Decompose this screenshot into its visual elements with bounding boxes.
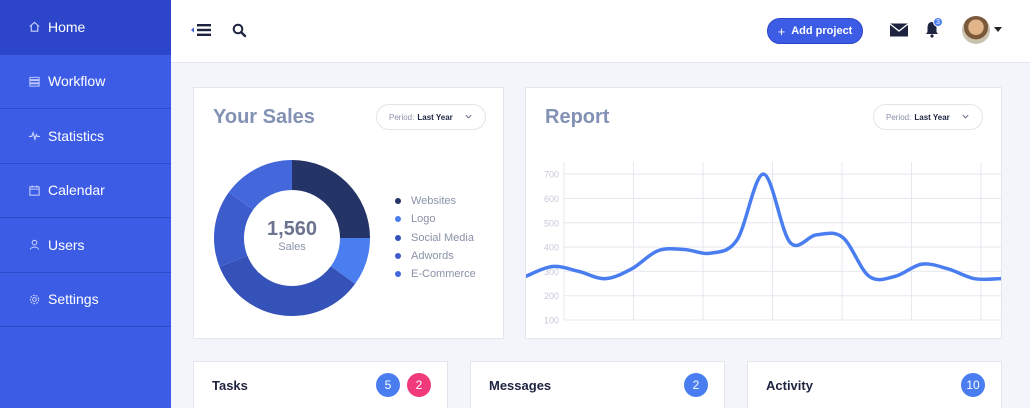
legend-dot — [395, 253, 401, 260]
tasks-count-badge: 5 — [376, 373, 400, 397]
chevron-down-icon — [962, 114, 969, 119]
y-tick-label: 100 — [544, 316, 559, 326]
plus-icon: + — [777, 23, 786, 39]
activity-card[interactable]: Activity 10 — [747, 361, 1002, 408]
messages-card[interactable]: Messages 2 — [470, 361, 725, 408]
sales-donut: 1,560 Sales — [214, 160, 370, 316]
donut-slice-logo — [330, 238, 370, 284]
tasks-title: Tasks — [212, 378, 248, 393]
sidebar-item-label: Home — [48, 18, 86, 35]
sidebar-item-settings[interactable]: Settings — [0, 273, 171, 327]
report-line-chart: 100 200 300 400 500 600 700 — [526, 162, 1001, 326]
sidebar-item-calendar[interactable]: Calendar — [0, 164, 171, 218]
y-tick-label: 200 — [544, 291, 559, 301]
donut-slice-websites — [292, 160, 370, 238]
sidebar-item-label: Settings — [48, 291, 99, 308]
sidebar-item-label: Workflow — [48, 73, 106, 90]
period-label: Period: — [886, 112, 912, 122]
home-icon — [27, 20, 41, 34]
sidebar-item-workflow[interactable]: Workflow — [0, 55, 171, 109]
activity-title: Activity — [766, 378, 813, 393]
sales-total-value: 1,560 — [266, 218, 318, 240]
sidebar-item-home[interactable]: Home — [0, 0, 171, 55]
y-tick-label: 700 — [544, 170, 559, 180]
y-tick-label: 400 — [544, 243, 559, 253]
avatar[interactable] — [962, 16, 990, 44]
sales-legend: Websites Logo Social Media Adwords E-Commerc… — [395, 192, 476, 283]
sidebar-item-label: Statistics — [48, 127, 105, 144]
legend-item: E-Commerce — [395, 265, 476, 283]
legend-label: E-Commerce — [411, 268, 476, 281]
calendar-icon — [27, 183, 41, 197]
legend-label: Adwords — [411, 250, 454, 263]
donut-slice-adwords — [214, 192, 254, 267]
sales-total-label: Sales — [278, 241, 306, 253]
activity-count-badge: 10 — [961, 373, 985, 397]
y-tick-label: 300 — [544, 267, 559, 277]
add-project-label: Add project — [791, 25, 853, 37]
legend-dot — [395, 234, 401, 241]
add-project-button[interactable]: + Add project — [767, 18, 863, 44]
search-icon[interactable] — [231, 22, 249, 40]
donut-slice-social-media — [219, 255, 356, 316]
tasks-card[interactable]: Tasks 5 2 — [193, 361, 448, 408]
legend-dot — [395, 271, 401, 278]
legend-item: Logo — [395, 210, 476, 228]
sidebar-item-statistics[interactable]: Statistics — [0, 109, 171, 164]
period-value: Last Year — [417, 112, 453, 122]
series-line — [526, 172, 1001, 282]
tasks-alert-badge: 2 — [407, 373, 431, 397]
report-title: Report — [545, 106, 610, 128]
sidebar: Home Workflow Statistics Calendar Users … — [0, 0, 171, 408]
legend-item: Adwords — [395, 247, 476, 265]
topbar: + Add project 3 — [171, 0, 1030, 63]
report-period-select[interactable]: Period: Last Year — [873, 104, 983, 130]
chevron-down-icon[interactable] — [994, 27, 1002, 32]
gear-icon — [27, 292, 41, 306]
legend-label: Logo — [411, 213, 436, 226]
mail-icon[interactable] — [889, 22, 909, 38]
donut-slice-e-commerce — [228, 160, 292, 210]
legend-label: Social Media — [411, 231, 474, 244]
list-icon — [27, 74, 41, 88]
legend-dot — [395, 198, 401, 205]
legend-label: Websites — [411, 195, 457, 208]
legend-item: Websites — [395, 192, 476, 210]
user-icon — [27, 238, 41, 252]
messages-count-badge: 2 — [684, 373, 708, 397]
donut-chart — [214, 160, 370, 316]
sales-card: Your Sales Period: Last Year 1,560 Sales… — [193, 87, 504, 339]
sidebar-item-label: Users — [48, 236, 85, 253]
period-value: Last Year — [914, 112, 950, 122]
legend-dot — [395, 216, 401, 223]
y-tick-label: 600 — [544, 194, 559, 204]
sidebar-item-label: Calendar — [48, 182, 105, 199]
notification-badge: 3 — [933, 17, 943, 27]
period-label: Period: — [389, 112, 415, 122]
menu-toggle-icon[interactable] — [191, 22, 215, 38]
sales-title: Your Sales — [213, 106, 315, 128]
legend-item: Social Media — [395, 229, 476, 247]
report-card: Report Period: Last Year 100 200 300 400 500… — [525, 87, 1002, 339]
activity-icon — [27, 129, 41, 143]
sidebar-item-users[interactable]: Users — [0, 218, 171, 273]
sales-period-select[interactable]: Period: Last Year — [376, 104, 486, 130]
messages-title: Messages — [489, 378, 552, 393]
chevron-down-icon — [465, 114, 472, 119]
y-tick-label: 500 — [544, 218, 559, 228]
